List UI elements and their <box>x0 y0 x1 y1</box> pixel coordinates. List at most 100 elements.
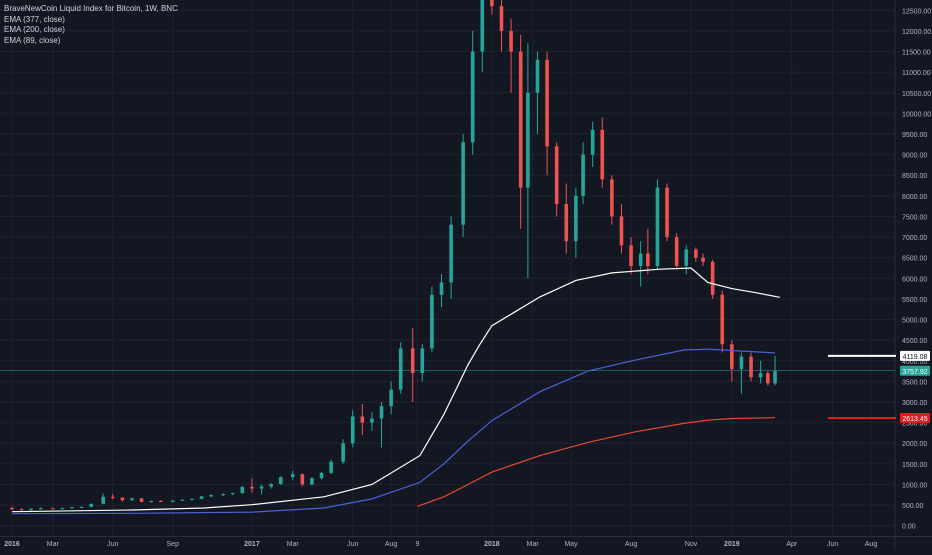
candle-body <box>350 416 355 444</box>
candle-body <box>619 216 624 246</box>
y-tick-label: 10500.00 <box>902 91 931 98</box>
x-tick-label: Apr <box>786 541 798 548</box>
price-label-text: 3757.92 <box>902 369 927 376</box>
y-tick-label: 12500.00 <box>902 8 931 15</box>
x-tick-label: Jun <box>827 541 838 548</box>
y-tick-label: 8500.00 <box>902 173 927 180</box>
candle-body <box>199 496 204 499</box>
y-tick-label: 0.00 <box>902 524 916 531</box>
candle-body <box>646 253 650 266</box>
x-tick-label: Mar <box>527 541 540 548</box>
candle-body <box>509 30 513 52</box>
candle-body <box>638 253 643 266</box>
y-tick-label: 8000.00 <box>902 194 927 201</box>
candle-body <box>518 51 523 188</box>
x-tick-label: Jun <box>107 541 118 548</box>
candle-body <box>120 497 125 501</box>
y-tick-label: 500.00 <box>902 503 924 510</box>
y-tick-label: 11000.00 <box>902 70 931 77</box>
candle-body <box>158 500 163 502</box>
candle-body <box>430 294 434 349</box>
candle-body <box>300 474 305 485</box>
candle-body <box>278 477 283 485</box>
candle-body <box>701 257 705 262</box>
x-tick-label: Sep <box>167 541 180 548</box>
y-tick-label: 10000.00 <box>902 111 931 118</box>
price-label-box <box>900 365 930 376</box>
y-tick-label: 7500.00 <box>902 214 927 221</box>
legend-ema-89: EMA (89, close) <box>4 35 61 45</box>
x-tick-label: Nov <box>685 541 698 548</box>
y-tick-label: 3000.00 <box>902 400 927 407</box>
candle-body <box>389 389 393 407</box>
ema-89-line <box>417 417 776 507</box>
price-label-text: 2613.45 <box>902 416 927 423</box>
x-tick-label: Mar <box>47 541 60 548</box>
candle-body <box>240 486 245 494</box>
candle-body <box>221 493 225 496</box>
ema-200-line <box>11 348 776 515</box>
candle-body <box>470 51 475 143</box>
candle-body <box>180 499 185 501</box>
candle-body <box>50 508 55 510</box>
y-tick-label: 7000.00 <box>902 235 927 242</box>
candle-body <box>499 6 504 31</box>
x-tick-label: 2018 <box>484 541 500 548</box>
candle-body <box>684 249 689 266</box>
candle-body <box>329 461 333 473</box>
candle-body <box>209 495 213 497</box>
candle-body <box>449 224 453 283</box>
candle-body <box>89 503 93 507</box>
candle-body <box>319 472 324 479</box>
candle-body <box>360 416 365 423</box>
chart-legend: BraveNewCoin Liquid Index for Bitcoin, 1… <box>4 4 178 46</box>
price-label-text: 4119.08 <box>903 354 928 361</box>
candle-body <box>370 418 374 423</box>
candle-body <box>139 498 144 502</box>
candle-body <box>461 142 465 225</box>
x-tick-label: 2017 <box>244 541 260 548</box>
candle-body <box>665 187 669 238</box>
candle-body <box>341 443 345 462</box>
candle-body <box>739 356 744 370</box>
candle-body <box>545 59 549 147</box>
chart-title: BraveNewCoin Liquid Index for Bitcoin, 1… <box>4 4 178 13</box>
candle-body <box>130 498 134 501</box>
x-tick-label: Jun <box>347 541 358 548</box>
candle-body <box>79 506 84 508</box>
candle-body <box>564 204 569 242</box>
y-tick-label: 1500.00 <box>902 462 927 469</box>
legend-ema-377: EMA (377, close) <box>4 14 65 24</box>
candle-body <box>655 187 660 266</box>
y-tick-label: 9500.00 <box>902 132 927 139</box>
candle-body <box>190 498 194 500</box>
candle-body <box>70 507 74 509</box>
candle-body <box>290 474 295 478</box>
candle-body <box>259 486 264 489</box>
candle-body <box>694 249 698 258</box>
candle-body <box>749 356 753 378</box>
candle-body <box>101 496 105 504</box>
candle-body <box>766 373 770 384</box>
candle-body <box>10 507 14 510</box>
x-tick-label: Aug <box>625 541 638 548</box>
candle-body <box>230 493 235 495</box>
candle-body <box>250 486 254 489</box>
candle-body <box>149 500 153 502</box>
y-tick-label: 4500.00 <box>902 338 927 345</box>
candle-body <box>674 237 679 266</box>
candle-body <box>490 0 494 7</box>
y-tick-label: 12000.00 <box>902 29 931 36</box>
candle-body <box>773 370 777 384</box>
candle-body <box>535 59 540 93</box>
y-tick-label: 5500.00 <box>902 297 927 304</box>
y-tick-label: 2000.00 <box>902 441 927 448</box>
candle-body <box>439 282 444 295</box>
x-tick-label: Mar <box>287 541 300 548</box>
y-tick-label: 4000.00 <box>902 359 927 366</box>
y-tick-label: 9000.00 <box>902 153 927 160</box>
candle-body <box>269 484 273 487</box>
